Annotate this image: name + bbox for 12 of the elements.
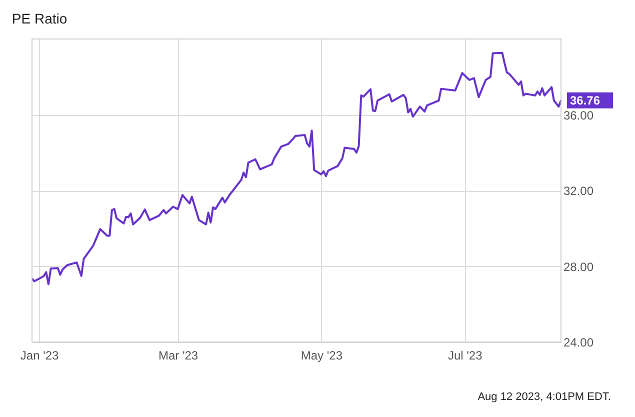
data-label: 36.76 [570,93,600,108]
chart-title: PE Ratio [12,10,68,26]
text: Aug 12 2023, 4:01PM EDT. [478,391,611,403]
x-tick-label: Jan '23 [20,348,60,362]
y-tick-label: 36.00 [564,108,594,122]
x-tick-label: May '23 [300,348,343,362]
y-tick-label: 24.00 [564,336,594,350]
x-tick-label: Mar '23 [158,348,198,362]
y-tick-label: 32.00 [564,184,594,198]
y-tick-label: 28.00 [564,260,594,274]
x-tick-label: Jul '23 [448,348,483,362]
line-series [31,52,562,286]
